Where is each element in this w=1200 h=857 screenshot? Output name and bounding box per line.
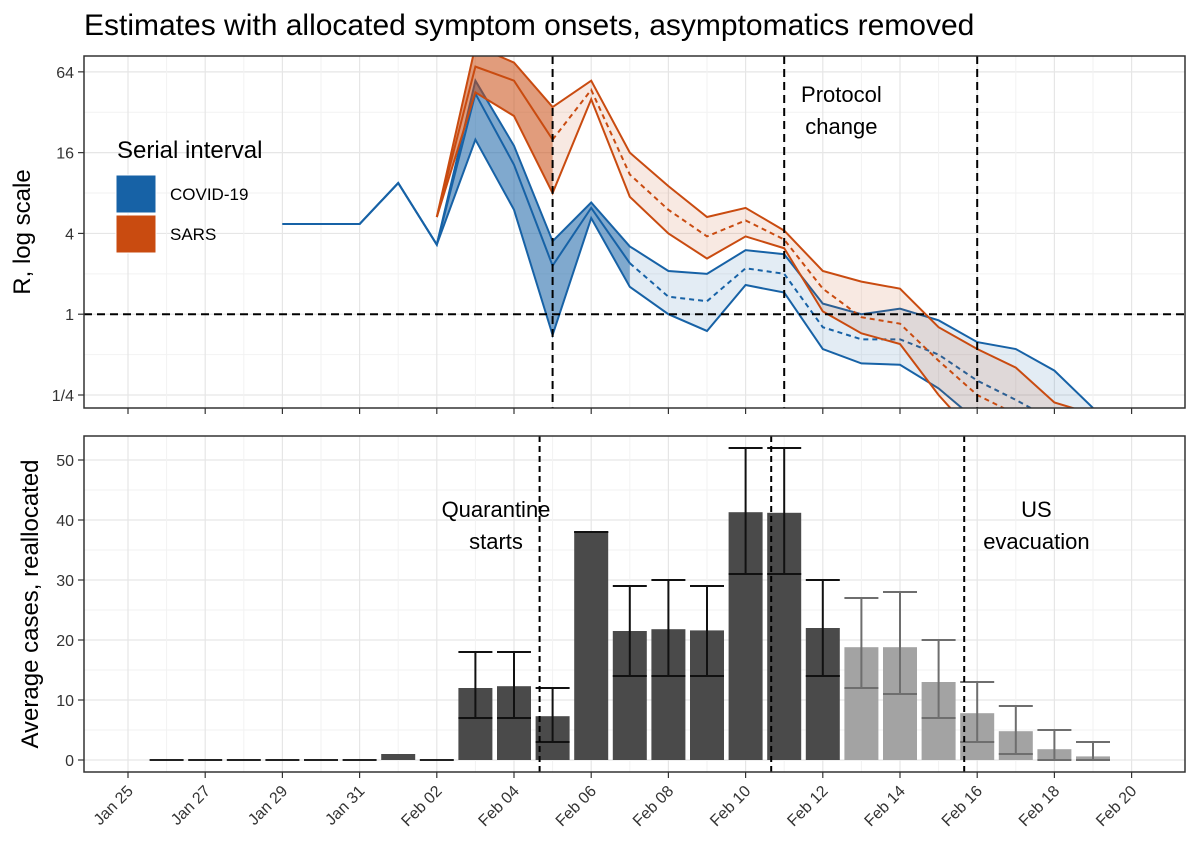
error-bar	[497, 651, 531, 719]
covid-19-band-projected	[629, 246, 1093, 408]
error-bar	[651, 579, 686, 677]
x-tick-label: Feb 04	[476, 783, 523, 830]
legend-swatch-covid-19	[115, 174, 157, 214]
y-axis-label: R, log scale	[9, 169, 36, 294]
x-tick-label: Jan 25	[91, 783, 137, 829]
annotation-text: Protocol	[801, 82, 882, 107]
error-bar	[690, 585, 724, 677]
y-tick-label: 1	[65, 307, 74, 324]
legend-label: SARS	[170, 225, 216, 244]
error-bar	[844, 597, 879, 689]
y-tick-label: 50	[56, 453, 74, 470]
error-bar	[805, 579, 840, 677]
sars-mid-line	[435, 65, 554, 218]
x-tick-label: Feb 02	[398, 783, 445, 830]
annotation-text: Quarantine	[442, 497, 551, 522]
covid-19-band-solid	[282, 80, 630, 335]
r-estimate-panel: 1/4 1 4 16 64 R, log scale Serial interval COVI…	[9, 55, 1186, 414]
chart-title: Estimates with allocated symptom onsets,…	[84, 9, 974, 42]
y-tick-label: 16	[56, 146, 74, 163]
bottom-panel-border	[83, 435, 1186, 773]
error-bar	[767, 447, 802, 575]
x-tick-label: Jan 31	[322, 783, 368, 829]
x-tick-label: Feb 10	[707, 783, 754, 830]
legend-title: Serial interval	[117, 137, 262, 164]
y-tick-label: 30	[56, 573, 74, 590]
legend-label: COVID-19	[170, 185, 248, 204]
x-tick-label: Feb 08	[630, 783, 677, 830]
annotation-text: US	[1021, 497, 1052, 522]
cases-panel: Quarantine starts US evacuation 0 10 20 30 40 50 J…	[17, 435, 1186, 830]
error-bar	[921, 639, 956, 719]
error-bar	[728, 447, 763, 575]
sars-upper-line	[435, 56, 1077, 408]
y-tick-label: 1/4	[52, 388, 74, 405]
y-tick-label: 0	[65, 753, 74, 770]
error-bar	[535, 687, 570, 743]
annotation-text: change	[805, 114, 877, 139]
legend: Serial interval COVID-19 SARS	[115, 137, 262, 254]
x-tick-label: Feb 12	[784, 783, 831, 830]
error-bar	[612, 585, 647, 677]
error-bar	[1076, 741, 1110, 761]
y-tick-label: 64	[56, 65, 74, 82]
covid-19-upper-line	[282, 78, 1094, 408]
r-series-layer	[282, 56, 1094, 408]
y-axis-label: Average cases, reallocated	[17, 459, 44, 748]
y-tick-label: 4	[65, 226, 74, 243]
annotation-text: evacuation	[983, 529, 1089, 554]
x-tick-label: Feb 18	[1016, 783, 1063, 830]
x-tick-label: Jan 29	[245, 783, 291, 829]
x-tick-label: Feb 20	[1093, 783, 1140, 830]
x-tick-label: Jan 27	[168, 783, 214, 829]
covid-19-lower-line	[282, 137, 964, 408]
y-tick-label: 10	[56, 693, 74, 710]
sars-band-projected	[552, 80, 1073, 408]
x-tick-label: Feb 06	[553, 783, 600, 830]
sars-lower-line	[435, 90, 952, 408]
x-tick-label: Feb 16	[939, 783, 986, 830]
error-bar	[998, 705, 1033, 755]
legend-swatch-sars	[115, 214, 157, 254]
bar	[574, 532, 609, 760]
y-tick-label: 40	[56, 513, 74, 530]
top-panel-border	[83, 55, 1186, 409]
error-bar	[458, 651, 493, 719]
error-bar	[883, 591, 917, 695]
bar	[381, 754, 416, 760]
annotation-text: starts	[469, 529, 523, 554]
y-tick-label: 20	[56, 633, 74, 650]
error-bar	[1037, 729, 1072, 761]
x-tick-label: Feb 14	[862, 783, 909, 830]
error-bar	[960, 681, 995, 743]
